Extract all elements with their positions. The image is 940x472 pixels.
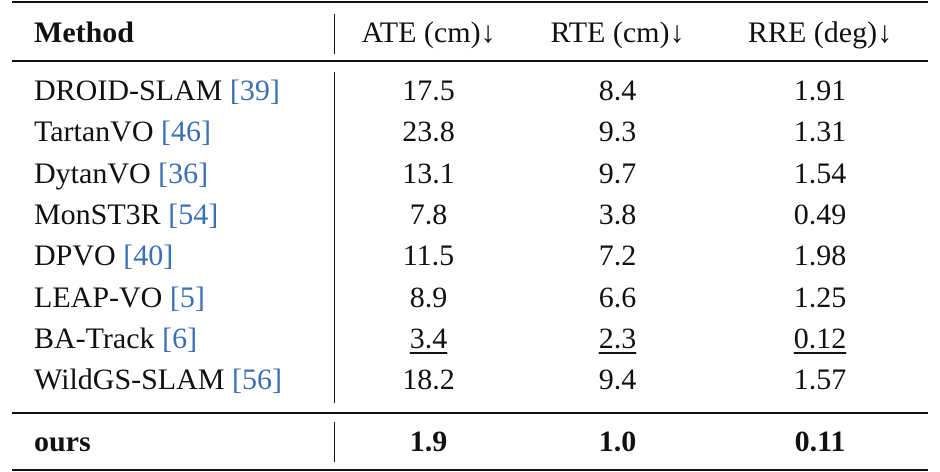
citation[interactable]: [36]: [158, 156, 209, 190]
header-rule: [12, 60, 928, 62]
column-separator: [334, 72, 336, 403]
method-label: BA-Track: [34, 321, 155, 355]
rte-value: 3.8: [598, 198, 637, 232]
method-label: LEAP-VO: [34, 280, 163, 314]
ate-value: 13.1: [402, 156, 455, 190]
method-name: DytanVO [36]: [12, 153, 334, 194]
table-row: DROID-SLAM [39] 17.5 8.4 1.91: [12, 70, 928, 111]
citation[interactable]: [56]: [231, 363, 282, 397]
second-best-value: 2.3: [598, 321, 637, 355]
method-name: MonST3R [54]: [12, 194, 334, 235]
column-separator: [334, 422, 336, 462]
table-row: WildGS-SLAM [56] 18.2 9.4 1.57: [12, 359, 928, 400]
results-table: Method ATE (cm)↓ RTE (cm)↓ RRE (deg)↓ DR…: [12, 0, 928, 472]
rte-value: 9.7: [598, 156, 637, 190]
table-row: TartanVO [46] 23.8 9.3 1.31: [12, 111, 928, 152]
ate-value: 7.8: [409, 198, 448, 232]
ate-value: 23.8: [402, 115, 455, 149]
method-name: ours: [34, 424, 91, 458]
citation[interactable]: [39]: [229, 74, 280, 108]
header-rte: RTE (cm)↓: [550, 15, 685, 49]
second-best-value: 0.12: [793, 321, 847, 355]
ate-value: 11.5: [402, 239, 455, 273]
table-row: LEAP-VO [5] 8.9 6.6 1.25: [12, 276, 928, 317]
comparison-table: Method ATE (cm)↓ RTE (cm)↓ RRE (deg)↓ DR…: [12, 0, 928, 467]
rre-value: 1.98: [793, 239, 847, 273]
table-row: BA-Track [6] 3.4 2.3 0.12: [12, 318, 928, 359]
ate-value: 17.5: [402, 74, 455, 108]
citation[interactable]: [40]: [123, 239, 174, 273]
rre-value: 1.54: [793, 156, 847, 190]
rre-value: 0.11: [794, 424, 846, 458]
rte-value: 7.2: [598, 239, 637, 273]
bottom-rule: [12, 469, 928, 471]
ate-value: 8.9: [409, 280, 448, 314]
rte-value: 1.0: [598, 424, 637, 458]
footer-rule: [12, 412, 928, 414]
rre-value: 1.91: [793, 74, 847, 108]
rte-value: 9.4: [598, 363, 637, 397]
rre-value: 1.31: [793, 115, 847, 149]
method-name: WildGS-SLAM [56]: [12, 359, 334, 400]
rte-value: 6.6: [598, 280, 637, 314]
method-label: DROID-SLAM: [34, 74, 223, 108]
method-name: DPVO [40]: [12, 235, 334, 276]
ate-value: 1.9: [409, 424, 448, 458]
rre-value: 0.12: [712, 318, 928, 359]
header-row: Method ATE (cm)↓ RTE (cm)↓ RRE (deg)↓: [12, 0, 928, 64]
rre-value: 0.49: [793, 198, 847, 232]
table-row: DPVO [40] 11.5 7.2 1.98: [12, 235, 928, 276]
method-label: DPVO: [34, 239, 116, 273]
method-name: BA-Track [6]: [12, 318, 334, 359]
citation[interactable]: [5]: [169, 280, 205, 314]
method-name: LEAP-VO [5]: [12, 276, 334, 317]
rte-value: 8.4: [598, 74, 637, 108]
rte-value: 2.3: [523, 318, 712, 359]
table-row: DytanVO [36] 13.1 9.7 1.54: [12, 153, 928, 194]
method-name: TartanVO [46]: [12, 111, 334, 152]
ate-value: 18.2: [402, 363, 455, 397]
header-ate: ATE (cm)↓: [361, 15, 496, 49]
method-label: MonST3R: [34, 198, 161, 232]
rre-value: 1.57: [793, 363, 847, 397]
citation[interactable]: [46]: [161, 115, 212, 149]
top-rule: [12, 1, 928, 3]
method-name: DROID-SLAM [39]: [12, 70, 334, 111]
ate-value: 3.4: [334, 318, 523, 359]
table-row: MonST3R [54] 7.8 3.8 0.49: [12, 194, 928, 235]
citation[interactable]: [54]: [168, 198, 219, 232]
ours-row: ours 1.9 1.0 0.11: [12, 415, 928, 467]
header-method: Method: [34, 15, 134, 49]
second-best-value: 3.4: [409, 321, 448, 355]
header-rre: RRE (deg)↓: [747, 15, 893, 49]
method-label: DytanVO: [34, 156, 151, 190]
rte-value: 9.3: [598, 115, 637, 149]
method-label: TartanVO: [34, 115, 154, 149]
column-separator: [334, 14, 336, 54]
method-label: WildGS-SLAM: [34, 363, 225, 397]
rre-value: 1.25: [793, 280, 847, 314]
citation[interactable]: [6]: [162, 321, 198, 355]
